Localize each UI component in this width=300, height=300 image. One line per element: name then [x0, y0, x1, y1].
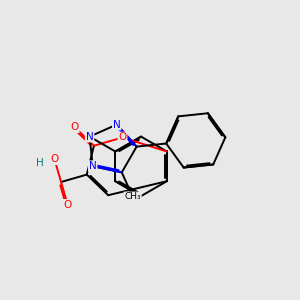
- Text: O: O: [118, 133, 127, 142]
- Text: O: O: [50, 154, 59, 164]
- Text: H: H: [36, 158, 44, 168]
- Text: N: N: [113, 119, 121, 130]
- Text: N: N: [89, 161, 97, 171]
- Text: N: N: [86, 132, 94, 142]
- Text: O: O: [64, 200, 72, 210]
- Text: CH₃: CH₃: [124, 192, 141, 201]
- Text: O: O: [70, 122, 79, 132]
